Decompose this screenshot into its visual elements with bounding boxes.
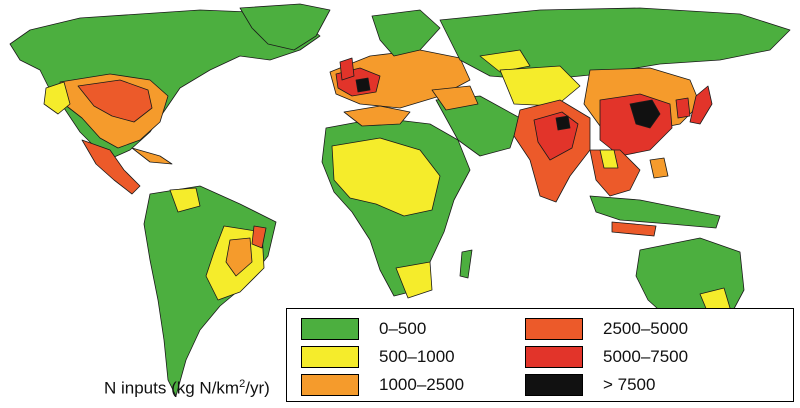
caption-superscript: 2 (239, 378, 246, 390)
legend-item: 5000–7500 (525, 345, 688, 369)
legend-item: > 7500 (525, 373, 655, 397)
turkey-orange (431, 85, 479, 111)
us-yellow (43, 81, 71, 115)
legend-swatch (525, 318, 583, 340)
africa-orange-north (343, 105, 411, 127)
legend-caption: N inputs (kg N/km2/yr) (104, 378, 270, 399)
china-black (629, 99, 661, 129)
legend-label: 500–1000 (379, 347, 455, 366)
russia-yellow (479, 49, 531, 73)
korea (675, 97, 691, 119)
java (611, 221, 657, 237)
sa-red (251, 225, 267, 249)
sa-yellow-1 (169, 187, 201, 213)
indonesia (589, 195, 721, 229)
sa-orange (225, 237, 253, 277)
madagascar (459, 249, 473, 279)
africa-yellow-north (331, 137, 441, 217)
caribbean (131, 147, 173, 165)
legend-label: 0–500 (379, 319, 427, 338)
legend-swatch (525, 346, 583, 368)
scandinavia (371, 9, 441, 57)
se-asia-yellow (599, 149, 619, 169)
map-legend: 0–500 500–1000 1000–2500 2500–5000 5000–… (286, 308, 794, 402)
caption-prefix: N inputs (kg N/km (104, 378, 240, 398)
south-america (143, 185, 277, 397)
us-red (77, 79, 153, 123)
legend-item: 500–1000 (301, 345, 455, 369)
legend-swatch (301, 346, 359, 368)
africa-yellow-south (395, 261, 433, 299)
legend-swatch (301, 374, 359, 396)
greenland (239, 3, 331, 51)
mexico (81, 139, 141, 195)
uk (339, 57, 355, 81)
legend-item: 0–500 (301, 317, 426, 341)
europe-black (355, 77, 371, 93)
legend-label: > 7500 (603, 375, 656, 394)
legend-label: 1000–2500 (379, 375, 465, 394)
legend-label: 2500–5000 (603, 319, 689, 338)
central-asia-yellow (499, 65, 581, 107)
legend-item: 2500–5000 (525, 317, 688, 341)
japan (689, 85, 713, 125)
legend-swatch (301, 318, 359, 340)
legend-item: 1000–2500 (301, 373, 464, 397)
caption-suffix: /yr) (245, 378, 270, 398)
legend-swatch (525, 374, 583, 396)
philippines (649, 157, 669, 179)
india-black (555, 115, 571, 131)
middle-east (435, 95, 521, 157)
legend-label: 5000–7500 (603, 347, 689, 366)
